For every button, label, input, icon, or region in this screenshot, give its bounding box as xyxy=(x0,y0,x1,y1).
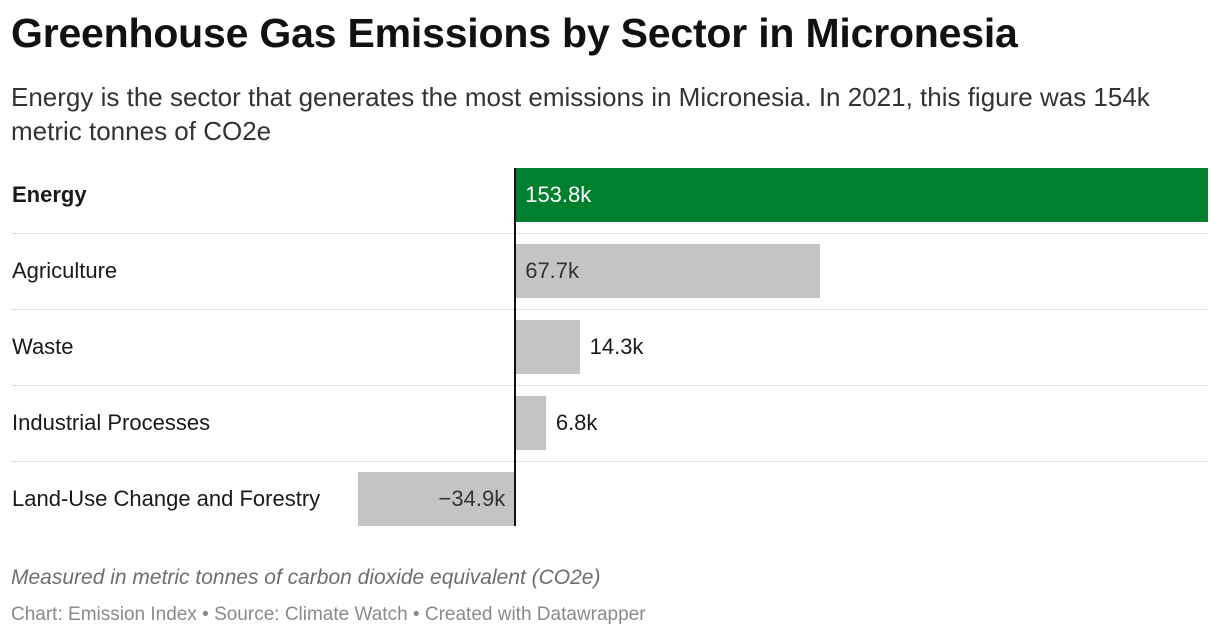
bar xyxy=(515,168,1208,222)
chart-title: Greenhouse Gas Emissions by Sector in Mi… xyxy=(11,10,1018,56)
bar xyxy=(515,320,580,374)
bar-chart: Energy 153.8k Agriculture 67.7k Waste 14.3k In… xyxy=(0,160,1220,540)
bar xyxy=(358,472,516,526)
row-separator xyxy=(12,233,1208,234)
value-label: 14.3k xyxy=(589,334,644,359)
chart-source: Chart: Emission Index • Source: Climate … xyxy=(11,604,646,625)
category-label: Waste xyxy=(12,334,74,359)
row-separator xyxy=(12,309,1208,310)
value-label: −34.9k xyxy=(438,486,506,511)
category-label: Land-Use Change and Forestry xyxy=(12,486,321,511)
bar xyxy=(515,396,546,450)
row-separator xyxy=(12,385,1208,386)
value-label: 153.8k xyxy=(525,182,592,207)
category-label: Agriculture xyxy=(12,258,118,283)
chart-notes: Measured in metric tonnes of carbon diox… xyxy=(11,566,601,589)
category-label: Energy xyxy=(12,182,87,207)
chart-subtitle: Energy is the sector that generates the … xyxy=(11,82,1150,146)
category-label: Industrial Processes xyxy=(12,410,211,435)
row-separator xyxy=(12,461,1208,462)
value-label: 67.7k xyxy=(525,258,580,283)
bar xyxy=(515,244,821,298)
value-label: 6.8k xyxy=(555,410,598,435)
zero-axis-line xyxy=(514,168,517,526)
